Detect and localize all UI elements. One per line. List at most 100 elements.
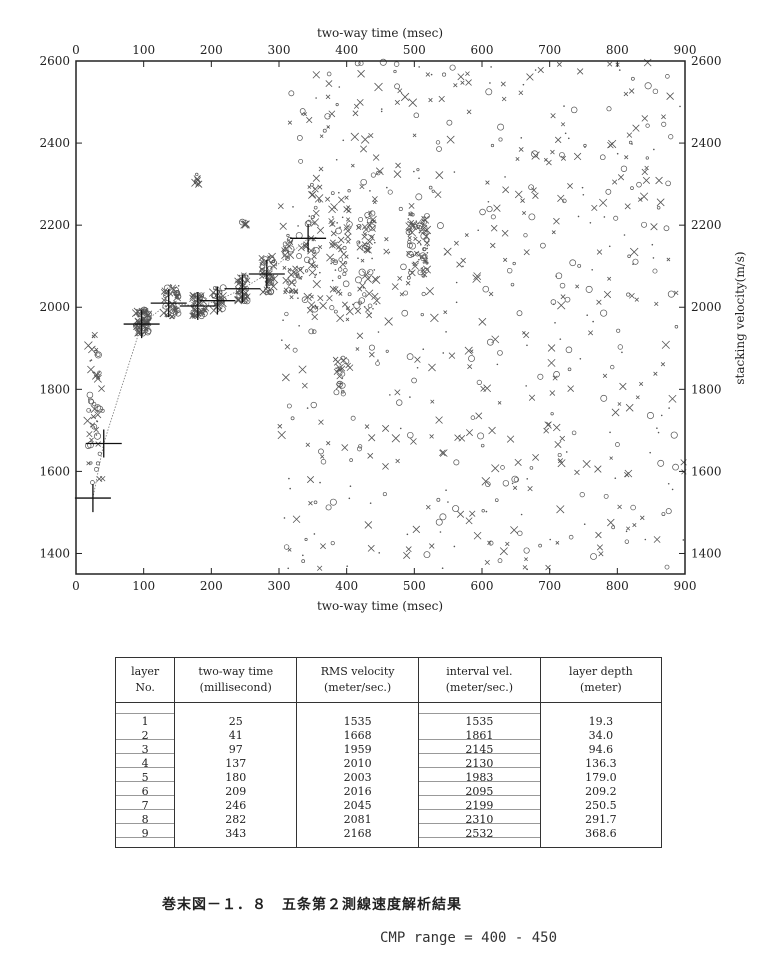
scatter-point-o: [267, 265, 273, 271]
scatter-point-dot: [218, 290, 221, 292]
scatter-point-x: [90, 414, 97, 420]
scatter-point-o: [663, 225, 670, 232]
scatter-point-o: [511, 475, 519, 483]
scatter-point-o: [335, 227, 342, 235]
scatter-point-x: [453, 240, 459, 246]
scatter-point-dot: [592, 320, 594, 323]
scatter-point-o: [298, 158, 304, 164]
scatter-point-o: [512, 261, 516, 266]
table-cell-layer: 2: [114, 729, 176, 743]
scatter-point-x: [624, 203, 631, 210]
pick-cross: [179, 292, 216, 321]
scatter-point-o: [143, 310, 150, 317]
scatter-point-x: [556, 505, 565, 514]
scatter-point-o: [307, 258, 314, 265]
scatter-point-x: [575, 284, 580, 289]
scatter-point-x: [510, 526, 519, 535]
scatter-point-x: [364, 521, 373, 529]
scatter-point-x: [159, 308, 168, 318]
scatter-point-dot: [442, 352, 445, 354]
scatter-point-o: [375, 361, 380, 366]
scatter-point-o: [479, 208, 486, 216]
scatter-point-dot: [552, 303, 555, 306]
scatter-point-o: [265, 275, 271, 281]
scatter-point-x: [344, 254, 349, 259]
scatter-point-dot: [191, 315, 194, 318]
scatter-point-dot: [417, 260, 419, 263]
scatter-point-o: [97, 370, 102, 376]
scatter-point-o: [342, 280, 350, 288]
scatter-point-x: [362, 270, 371, 279]
scatter-point-o: [494, 498, 499, 502]
x-tick-label-top: 800: [606, 43, 629, 57]
scatter-point-x: [318, 245, 323, 250]
scatter-point-x: [367, 233, 375, 241]
table-cell-depth: 34.0: [539, 729, 663, 743]
scatter-point-o: [219, 284, 227, 292]
scatter-point-o: [170, 305, 177, 312]
scatter-point-x: [644, 165, 649, 171]
x-tick-label-top: 100: [132, 43, 155, 57]
scatter-point-o: [528, 213, 536, 221]
scatter-point-o: [577, 263, 582, 268]
scatter-point-dot: [656, 427, 658, 429]
scatter-point-dot: [420, 243, 422, 246]
scatter-point-x: [335, 363, 344, 373]
scatter-point-x: [282, 276, 290, 284]
scatter-point-o: [86, 441, 94, 449]
scatter-point-dot: [485, 510, 488, 513]
scatter-point-dot: [455, 281, 458, 284]
scatter-point-o: [310, 401, 317, 409]
scatter-point-x: [366, 221, 373, 228]
scatter-point-dot: [319, 481, 321, 484]
table-header-text: (meter): [580, 681, 622, 694]
scatter-point-dot: [281, 339, 283, 341]
scatter-point-dot: [313, 533, 316, 535]
scatter-point-x: [429, 434, 434, 439]
scatter-point-x: [307, 185, 312, 189]
scatter-point-dot: [426, 252, 429, 254]
scatter-point-o: [259, 264, 266, 270]
scatter-point-x: [514, 190, 523, 199]
scatter-point-dot: [372, 307, 374, 310]
scatter-point-x: [435, 416, 443, 424]
scatter-point-x: [346, 208, 352, 214]
scatter-point-x: [308, 268, 317, 277]
scatter-point-x: [350, 163, 355, 168]
scatter-point-dot: [418, 66, 420, 68]
x-tick-label-bottom: 700: [538, 579, 561, 593]
scatter-point-x: [131, 309, 140, 318]
scatter-point-dot: [589, 221, 592, 224]
scatter-point-x: [465, 79, 472, 86]
scatter-point-o: [317, 199, 322, 203]
scatter-point-x: [634, 297, 639, 302]
scatter-point-o: [296, 253, 302, 259]
scatter-point-x: [551, 230, 556, 235]
scatter-point-x: [329, 285, 337, 293]
scatter-point-x: [393, 170, 402, 178]
scatter-point-o: [262, 256, 269, 263]
scatter-point-o: [364, 212, 371, 218]
scatter-point-o: [486, 338, 494, 346]
scatter-point-x: [582, 460, 591, 469]
scatter-point-x: [356, 244, 363, 251]
scatter-point-o: [199, 307, 206, 314]
scatter-point-o: [652, 88, 659, 95]
table-cell-layer: 9: [114, 827, 176, 848]
scatter-point-x: [319, 301, 327, 310]
scatter-point-o: [528, 184, 535, 191]
table-header-text: (millisecond): [199, 681, 272, 694]
scatter-point-o: [665, 180, 671, 187]
scatter-point-dot: [660, 414, 663, 417]
scatter-point-o: [620, 165, 628, 172]
x-tick-label-top: 400: [335, 43, 358, 57]
scatter-point-x: [499, 547, 508, 556]
scatter-point-o: [95, 461, 100, 466]
scatter-point-o: [644, 82, 652, 90]
table-cell-interval: 1983: [417, 771, 541, 785]
scatter-point-x: [369, 215, 377, 224]
scatter-point-o: [288, 90, 295, 97]
scatter-point-x: [642, 176, 650, 184]
scatter-point-o: [417, 269, 424, 276]
scatter-point-x: [466, 109, 472, 115]
